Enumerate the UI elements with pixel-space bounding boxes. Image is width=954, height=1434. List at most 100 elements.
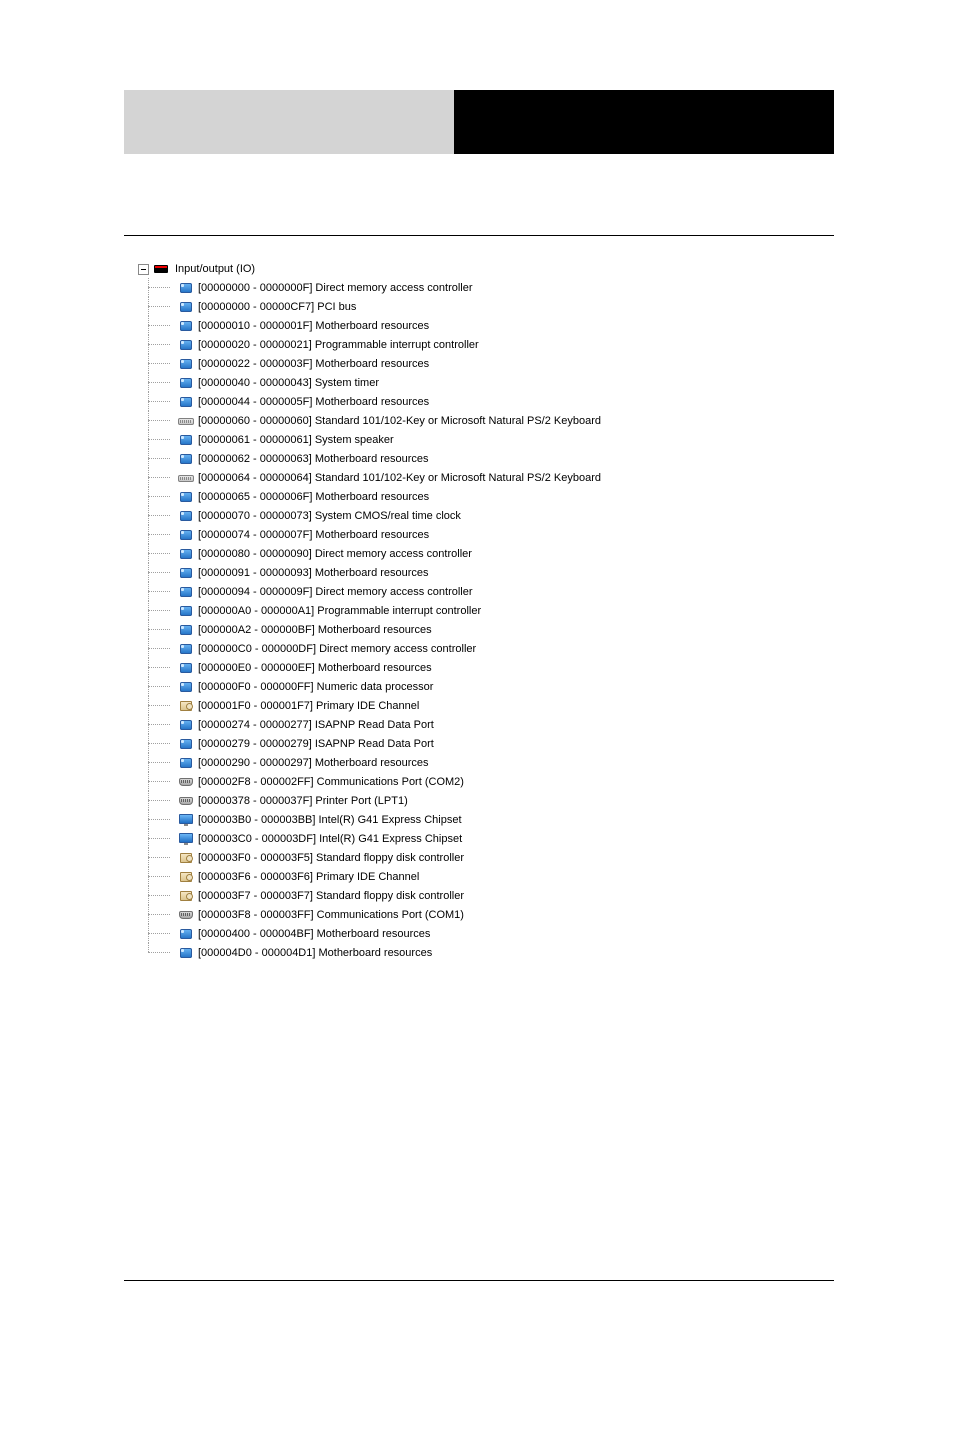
chip-icon [178, 584, 194, 600]
tree-item[interactable]: [00000020 - 00000021] Programmable inter… [144, 335, 838, 354]
tree-item[interactable]: [00000094 - 0000009F] Direct memory acce… [144, 582, 838, 601]
tree-item[interactable]: [000003F0 - 000003F5] Standard floppy di… [144, 848, 838, 867]
chip-icon [178, 394, 194, 410]
tree-connector [144, 354, 178, 373]
tree-item-label: [00000000 - 0000000F] Direct memory acce… [198, 282, 473, 294]
tree-item-label: [000000F0 - 000000FF] Numeric data proce… [198, 681, 433, 693]
tree-item[interactable]: [00000074 - 0000007F] Motherboard resour… [144, 525, 838, 544]
chip-icon [178, 926, 194, 942]
tree-connector [144, 392, 178, 411]
header-left [124, 90, 454, 154]
collapse-icon[interactable] [138, 264, 149, 275]
tree-item[interactable]: [000003C0 - 000003DF] Intel(R) G41 Expre… [144, 829, 838, 848]
tree-item-label: [00000061 - 00000061] System speaker [198, 434, 394, 446]
port-icon [178, 774, 194, 790]
io-category-icon [153, 261, 169, 277]
chip-icon [178, 337, 194, 353]
tree-connector [144, 848, 178, 867]
tree-connector [144, 335, 178, 354]
tree-item[interactable]: [00000091 - 00000093] Motherboard resour… [144, 563, 838, 582]
tree-item[interactable]: [000000A0 - 000000A1] Programmable inter… [144, 601, 838, 620]
tree-item[interactable]: [00000378 - 0000037F] Printer Port (LPT1… [144, 791, 838, 810]
tree-item[interactable]: [000000A2 - 000000BF] Motherboard resour… [144, 620, 838, 639]
tree-item-label: [000003F8 - 000003FF] Communications Por… [198, 909, 464, 921]
chip-icon [178, 451, 194, 467]
tree-item[interactable]: [000004D0 - 000004D1] Motherboard resour… [144, 943, 838, 962]
tree-root[interactable]: Input/output (IO) [138, 260, 838, 278]
tree-connector [144, 886, 178, 905]
tree-item[interactable]: [000001F0 - 000001F7] Primary IDE Channe… [144, 696, 838, 715]
disp-icon [178, 831, 194, 847]
tree-item[interactable]: [00000000 - 00000CF7] PCI bus [144, 297, 838, 316]
top-rule [124, 235, 834, 236]
tree-item-label: [000003B0 - 000003BB] Intel(R) G41 Expre… [198, 814, 462, 826]
tree-item-label: [000004D0 - 000004D1] Motherboard resour… [198, 947, 432, 959]
chip-icon [178, 679, 194, 695]
tree-item[interactable]: [000000E0 - 000000EF] Motherboard resour… [144, 658, 838, 677]
tree-item-label: [000000E0 - 000000EF] Motherboard resour… [198, 662, 432, 674]
tree-item-label: [000002F8 - 000002FF] Communications Por… [198, 776, 464, 788]
tree-item[interactable]: [00000290 - 00000297] Motherboard resour… [144, 753, 838, 772]
tree-item-label: [00000064 - 00000064] Standard 101/102-K… [198, 472, 601, 484]
tree-item-label: [00000378 - 0000037F] Printer Port (LPT1… [198, 795, 408, 807]
header-bar [124, 90, 834, 160]
tree-connector [144, 772, 178, 791]
header-right [454, 90, 834, 154]
tree-connector [144, 278, 178, 297]
tree-item[interactable]: [00000080 - 00000090] Direct memory acce… [144, 544, 838, 563]
tree-connector [144, 411, 178, 430]
tree-item-label: [00000091 - 00000093] Motherboard resour… [198, 567, 429, 579]
tree-item-label: [00000020 - 00000021] Programmable inter… [198, 339, 479, 351]
chip-icon [178, 717, 194, 733]
tree-item[interactable]: [000000F0 - 000000FF] Numeric data proce… [144, 677, 838, 696]
chip-icon [178, 432, 194, 448]
port-icon [178, 793, 194, 809]
tree-item[interactable]: [00000062 - 00000063] Motherboard resour… [144, 449, 838, 468]
tree-item[interactable]: [000003F8 - 000003FF] Communications Por… [144, 905, 838, 924]
tree-item-label: [000000A2 - 000000BF] Motherboard resour… [198, 624, 432, 636]
chip-icon [178, 546, 194, 562]
tree-item[interactable]: [00000022 - 0000003F] Motherboard resour… [144, 354, 838, 373]
tree-connector [144, 715, 178, 734]
tree-item-label: [000003F0 - 000003F5] Standard floppy di… [198, 852, 464, 864]
tree-item[interactable]: [00000400 - 000004BF] Motherboard resour… [144, 924, 838, 943]
tree-item[interactable]: [00000040 - 00000043] System timer [144, 373, 838, 392]
tree-item[interactable]: [000003F7 - 000003F7] Standard floppy di… [144, 886, 838, 905]
tree-item[interactable]: [00000064 - 00000064] Standard 101/102-K… [144, 468, 838, 487]
chip-icon [178, 489, 194, 505]
tree-item[interactable]: [00000065 - 0000006F] Motherboard resour… [144, 487, 838, 506]
tree-item[interactable]: [000003F6 - 000003F6] Primary IDE Channe… [144, 867, 838, 886]
tree-connector [144, 373, 178, 392]
tree-item[interactable]: [00000279 - 00000279] ISAPNP Read Data P… [144, 734, 838, 753]
tree-item[interactable]: [00000044 - 0000005F] Motherboard resour… [144, 392, 838, 411]
chip-icon [178, 603, 194, 619]
tree-item[interactable]: [000000C0 - 000000DF] Direct memory acce… [144, 639, 838, 658]
tree-item[interactable]: [00000274 - 00000277] ISAPNP Read Data P… [144, 715, 838, 734]
tree-item-label: [00000080 - 00000090] Direct memory acce… [198, 548, 472, 560]
tree-item[interactable]: [00000070 - 00000073] System CMOS/real t… [144, 506, 838, 525]
tree-item-label: [00000044 - 0000005F] Motherboard resour… [198, 396, 429, 408]
tree-item[interactable]: [00000010 - 0000001F] Motherboard resour… [144, 316, 838, 335]
tree-item-label: [00000400 - 000004BF] Motherboard resour… [198, 928, 430, 940]
root-label: Input/output (IO) [175, 263, 255, 275]
tree-item-label: [00000074 - 0000007F] Motherboard resour… [198, 529, 429, 541]
tree-connector [144, 829, 178, 848]
tree-item-label: [00000000 - 00000CF7] PCI bus [198, 301, 356, 313]
disk-icon [178, 850, 194, 866]
tree-connector [144, 297, 178, 316]
chip-icon [178, 641, 194, 657]
tree-item[interactable]: [000003B0 - 000003BB] Intel(R) G41 Expre… [144, 810, 838, 829]
chip-icon [178, 660, 194, 676]
tree-connector [144, 582, 178, 601]
kbd-icon [178, 470, 194, 486]
tree-item[interactable]: [00000060 - 00000060] Standard 101/102-K… [144, 411, 838, 430]
tree-connector [144, 734, 178, 753]
tree-connector [144, 430, 178, 449]
tree-item[interactable]: [00000000 - 0000000F] Direct memory acce… [144, 278, 838, 297]
tree-item[interactable]: [00000061 - 00000061] System speaker [144, 430, 838, 449]
tree-item[interactable]: [000002F8 - 000002FF] Communications Por… [144, 772, 838, 791]
disk-icon [178, 869, 194, 885]
tree-connector [144, 525, 178, 544]
tree-connector [144, 867, 178, 886]
tree-connector [144, 506, 178, 525]
